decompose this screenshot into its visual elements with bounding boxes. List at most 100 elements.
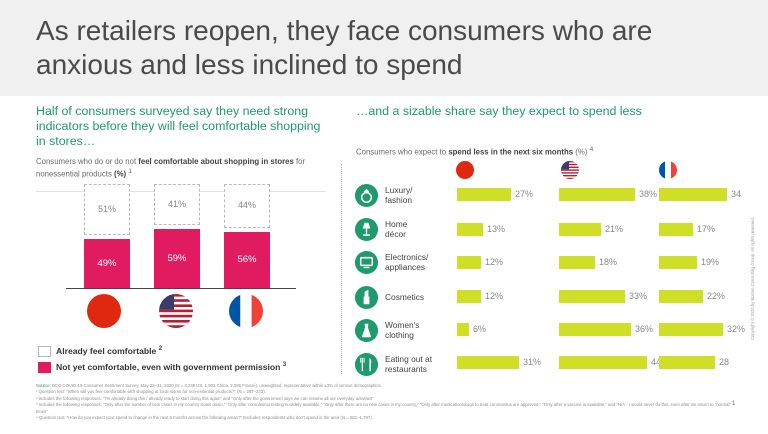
france-flag-icon: [659, 161, 677, 179]
category-label: Women's clothing: [385, 320, 420, 340]
category-home-decor: Home décor: [354, 215, 444, 245]
spend-less-bar-us: [559, 356, 647, 369]
spend-less-bar-china: [457, 188, 511, 201]
category-label: Luxury/ fashion: [385, 185, 413, 205]
dress-icon: [354, 318, 379, 343]
section-divider: [341, 164, 342, 374]
comfortable-value-label: 51%: [97, 203, 116, 214]
category-cosmetics: Cosmetics: [354, 283, 444, 313]
spend-less-value-label: 12%: [485, 291, 504, 301]
legend-text-comfortable: Already feel comfortable: [56, 346, 157, 356]
spend-less-value-label: 27%: [515, 189, 534, 199]
legend-text-not-comfortable: Not yet comfortable, even with governmen…: [56, 362, 281, 372]
spend-less-value-label: 38%: [639, 189, 658, 199]
left-subtitle: Consumers who do or do not feel comforta…: [36, 157, 326, 180]
usa-flag-icon: [561, 161, 579, 179]
spend-less-value-label: 28: [719, 357, 730, 367]
france-flag-icon: [229, 294, 263, 328]
spend-less-bar-france: [659, 356, 715, 369]
spend-less-value-label: 32%: [727, 324, 746, 334]
spend-less-bar-france: [659, 290, 703, 303]
spend-less-value-label: 33%: [629, 291, 648, 301]
left-chart-baseline: [66, 288, 296, 289]
comfort-bar-france: 44% 56%: [224, 184, 270, 288]
left-subtitle-note: 1: [128, 168, 132, 175]
title-band: As retailers reopen, they face consumers…: [0, 0, 768, 96]
spend-less-bar-china: [457, 356, 519, 369]
page-title: As retailers reopen, they face consumers…: [36, 15, 653, 80]
spend-less-bar-china: [457, 323, 469, 336]
legend-swatch-not-comfortable: [38, 362, 51, 373]
tv-icon: [354, 250, 379, 275]
not-comfortable-segment: [224, 232, 270, 288]
right-subtitle-pre: Consumers who expect to: [356, 147, 449, 157]
spend-less-value-label: 21%: [605, 224, 624, 234]
spend-less-value-label: 36%: [635, 324, 654, 334]
category-electronics: Electronics/ appliances: [354, 248, 444, 278]
footnote: ⁴ Question text: "How do you expect your…: [36, 415, 373, 421]
spend-less-bar-france: [659, 188, 727, 201]
comfort-bar-us: 41% 59%: [154, 184, 200, 288]
spend-less-value-label: 18%: [599, 257, 618, 267]
spend-less-bar-france: [659, 323, 723, 336]
footnote: ² Includes the following responses: "I'm…: [36, 395, 374, 401]
source-label: Source:: [36, 383, 51, 388]
category-eating-out: Eating out at restaurants: [354, 350, 444, 380]
china-flag-icon: [456, 161, 474, 179]
spend-less-bar-china: [457, 256, 481, 269]
comfort-bar-china: 51% 49%: [84, 184, 130, 288]
category-label: Home décor: [385, 219, 408, 239]
left-subtitle-unit: (%): [114, 169, 127, 179]
spend-less-value-label: 19%: [701, 257, 720, 267]
legend-label-not-comfortable: Not yet comfortable, even with governmen…: [56, 362, 286, 372]
comfortable-segment: [84, 184, 130, 235]
comfortable-segment: [224, 184, 270, 228]
right-subtitle-bold: spend less in the next six months: [448, 147, 574, 157]
spend-less-bar-us: [559, 323, 631, 336]
legend-label-comfortable: Already feel comfortable 2: [56, 346, 162, 356]
spend-less-value-label: 12%: [485, 257, 504, 267]
comfortable-value-label: 41%: [167, 198, 186, 209]
category-label: Electronics/ appliances: [385, 252, 429, 272]
right-subtitle: Consumers who expect to spend less in th…: [356, 146, 736, 157]
spend-less-bar-us: [559, 223, 601, 236]
spend-less-bar-us: [559, 256, 595, 269]
right-headline: …and a sizable share say they expect to …: [356, 104, 642, 118]
comfortable-segment: [154, 184, 200, 225]
not-comfortable-segment: [84, 239, 130, 288]
spend-less-bar-us: [559, 188, 635, 201]
spend-less-value-label: 13%: [487, 224, 506, 234]
spend-less-value-label: 31%: [523, 357, 542, 367]
not-comfortable-value-label: 56%: [237, 254, 257, 265]
not-comfortable-segment: [154, 229, 200, 288]
page-number: 1: [732, 401, 736, 407]
spend-less-value-label: 6%: [473, 324, 487, 334]
diamond-ring-icon: [354, 183, 379, 208]
source-line: Source: BCG COVID-19 Consumer Sentiment …: [36, 383, 736, 389]
left-subtitle-pre: Consumers who do or do not: [36, 157, 139, 166]
left-subtitle-bold: feel comfortable about shopping in store…: [138, 157, 294, 166]
left-subtitle-post: for nonessential products: [36, 157, 306, 179]
source-text: BCG COVID-19 Consumer Sentiment Survey, …: [52, 383, 382, 388]
spend-less-bar-china: [457, 290, 481, 303]
comfortable-value-label: 44%: [237, 200, 256, 210]
not-comfortable-value-label: 49%: [97, 257, 117, 269]
spend-less-bar-france: [659, 223, 693, 236]
footnote: ¹ Question text: "When will you feel com…: [36, 389, 266, 395]
spend-less-bar-us: [559, 290, 625, 303]
footnote: ³ Includes the following responses: "Onl…: [36, 402, 731, 414]
left-headline: Half of consumers surveyed say they need…: [36, 104, 321, 148]
spend-less-value-label: 34: [731, 189, 742, 199]
right-subtitle-note: 4: [589, 146, 594, 153]
category-label: Cosmetics: [385, 292, 425, 302]
legend-swatch-comfortable: [38, 346, 51, 357]
lamp-icon: [354, 217, 379, 242]
legend-note-comfortable: 2: [158, 346, 163, 353]
footnotes: Source: BCG COVID-19 Consumer Sentiment …: [36, 383, 736, 421]
spend-less-bar-france: [659, 256, 697, 269]
spend-less-value-label: 22%: [707, 291, 726, 301]
category-luxury-fashion: Luxury/ fashion: [354, 181, 444, 211]
spend-less-value-label: 17%: [697, 224, 716, 234]
category-womens-clothing: Women's clothing: [354, 316, 444, 346]
lipstick-icon: [354, 285, 379, 310]
